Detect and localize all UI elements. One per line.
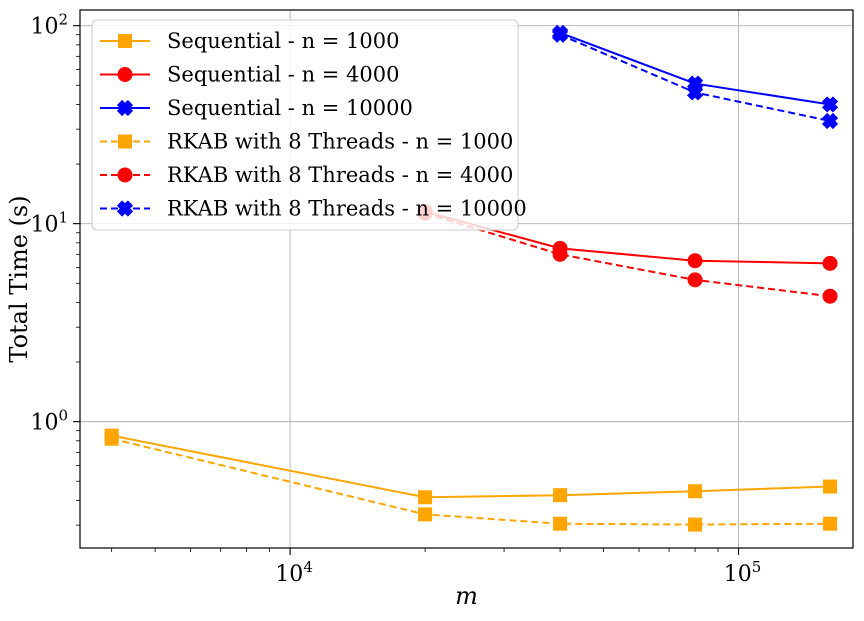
legend-marker	[117, 167, 133, 183]
data-point	[686, 84, 704, 101]
legend-item: RKAB with 8 Threads - n = 1000	[100, 130, 513, 154]
data-point	[687, 253, 703, 269]
series-3	[104, 431, 838, 532]
plot-frame	[79, 9, 854, 549]
data-point	[552, 246, 568, 262]
data-point	[688, 484, 703, 499]
data-point	[822, 288, 838, 304]
ticks: 104 105 100 101 102	[30, 11, 761, 587]
data-point	[553, 488, 568, 503]
data-point	[104, 431, 119, 446]
legend-label: Sequential - n = 4000	[167, 63, 400, 87]
series-2	[551, 24, 839, 113]
x-tick-label: 105	[724, 558, 762, 587]
data-point	[823, 479, 838, 494]
legend-item: Sequential - n = 10000	[100, 96, 413, 120]
series-5	[551, 26, 839, 130]
series-line	[424, 212, 831, 298]
legend-marker	[118, 34, 132, 48]
legend-item: RKAB with 8 Threads - n = 10000	[100, 197, 527, 221]
legend: Sequential - n = 1000 Sequential - n = 40…	[91, 19, 527, 231]
legend-marker	[117, 67, 133, 82]
x-axis-label: m	[455, 582, 478, 610]
y-tick-label: 102	[30, 11, 68, 40]
data-point	[551, 26, 569, 43]
y-axis-label: Total Time (s)	[5, 195, 33, 362]
x-tick-label: 104	[275, 558, 313, 587]
legend-label: Sequential - n = 10000	[167, 96, 413, 120]
legend-label: Sequential - n = 1000	[167, 29, 400, 53]
legend-item: RKAB with 8 Threads - n = 4000	[100, 163, 513, 187]
series-line	[111, 434, 831, 499]
legend-label: RKAB with 8 Threads - n = 4000	[167, 163, 513, 187]
legend-item: Sequential - n = 4000	[100, 63, 400, 87]
legend-frame	[91, 19, 519, 231]
legend-label: RKAB with 8 Threads - n = 10000	[167, 197, 527, 221]
data-point	[821, 112, 839, 130]
data-point	[822, 255, 838, 271]
series-0	[104, 428, 838, 505]
legend-marker	[118, 134, 132, 149]
legend-label: RKAB with 8 Threads - n = 1000	[167, 130, 513, 154]
series-line	[111, 437, 831, 526]
data-point	[823, 516, 838, 531]
legend-marker	[116, 200, 134, 217]
legend-item: Sequential - n = 1000	[100, 29, 400, 53]
data-point	[553, 516, 568, 531]
data-point	[418, 490, 433, 505]
y-tick-label: 100	[30, 407, 68, 436]
y-tick-label: 101	[30, 209, 68, 238]
data-point	[687, 272, 703, 288]
legend-marker	[116, 99, 134, 117]
data-point	[418, 507, 433, 522]
data-point	[821, 96, 839, 113]
data-point	[688, 517, 703, 532]
